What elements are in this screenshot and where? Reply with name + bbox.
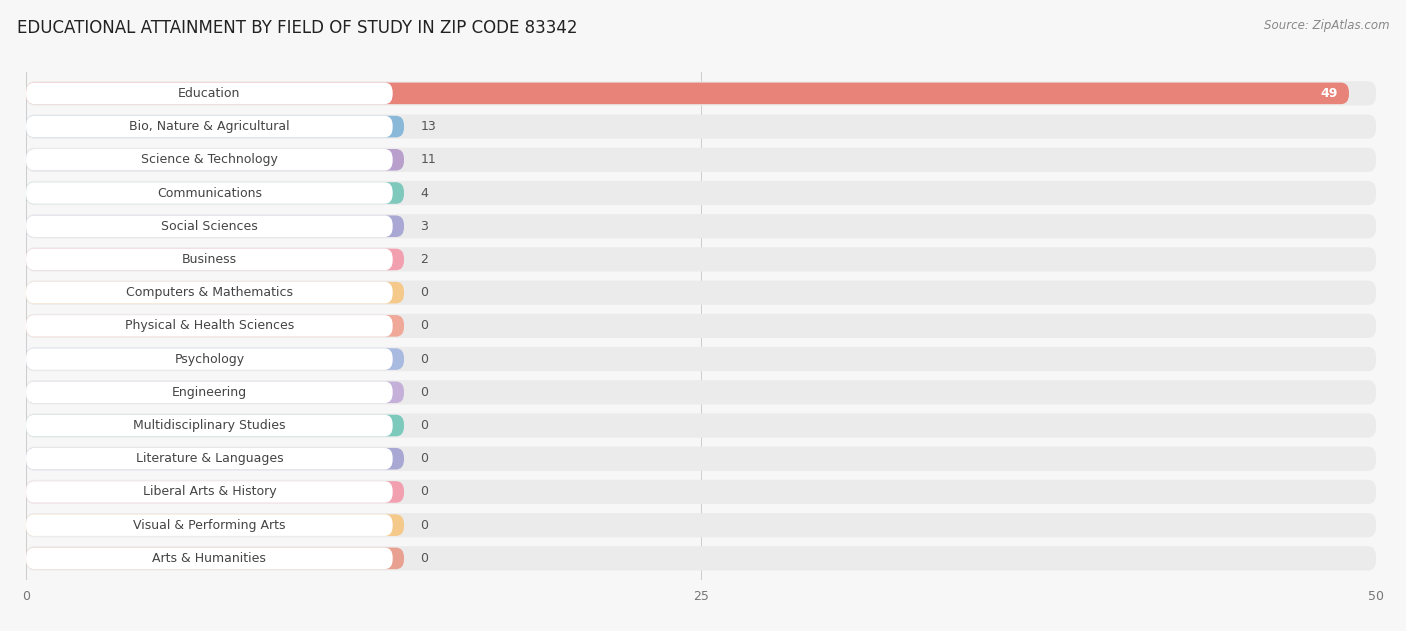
- FancyBboxPatch shape: [27, 181, 1376, 205]
- FancyBboxPatch shape: [27, 382, 404, 403]
- FancyBboxPatch shape: [27, 481, 404, 503]
- Text: Visual & Performing Arts: Visual & Performing Arts: [134, 519, 285, 532]
- Text: Physical & Health Sciences: Physical & Health Sciences: [125, 319, 294, 333]
- FancyBboxPatch shape: [27, 382, 392, 403]
- Text: 0: 0: [420, 286, 429, 299]
- FancyBboxPatch shape: [27, 81, 1376, 105]
- FancyBboxPatch shape: [27, 282, 404, 304]
- FancyBboxPatch shape: [27, 215, 404, 237]
- FancyBboxPatch shape: [27, 514, 404, 536]
- FancyBboxPatch shape: [27, 83, 392, 104]
- FancyBboxPatch shape: [27, 249, 404, 270]
- FancyBboxPatch shape: [27, 247, 1376, 271]
- Text: Bio, Nature & Agricultural: Bio, Nature & Agricultural: [129, 120, 290, 133]
- FancyBboxPatch shape: [27, 513, 1376, 537]
- Text: 0: 0: [420, 519, 429, 532]
- Text: 0: 0: [420, 552, 429, 565]
- FancyBboxPatch shape: [27, 413, 1376, 438]
- FancyBboxPatch shape: [27, 83, 1348, 104]
- Text: Education: Education: [179, 87, 240, 100]
- FancyBboxPatch shape: [27, 448, 392, 469]
- Text: Engineering: Engineering: [172, 386, 247, 399]
- FancyBboxPatch shape: [27, 249, 392, 270]
- FancyBboxPatch shape: [27, 546, 1376, 570]
- FancyBboxPatch shape: [27, 447, 1376, 471]
- Text: 0: 0: [420, 353, 429, 365]
- Text: 2: 2: [420, 253, 427, 266]
- Text: 3: 3: [420, 220, 427, 233]
- FancyBboxPatch shape: [27, 315, 404, 337]
- FancyBboxPatch shape: [27, 149, 404, 170]
- Text: 0: 0: [420, 319, 429, 333]
- Text: 4: 4: [420, 187, 427, 199]
- Text: 11: 11: [420, 153, 436, 167]
- Text: Arts & Humanities: Arts & Humanities: [152, 552, 266, 565]
- FancyBboxPatch shape: [27, 149, 392, 170]
- Text: 13: 13: [420, 120, 436, 133]
- FancyBboxPatch shape: [27, 380, 1376, 404]
- FancyBboxPatch shape: [27, 448, 404, 469]
- FancyBboxPatch shape: [27, 314, 1376, 338]
- FancyBboxPatch shape: [27, 182, 392, 204]
- Text: Science & Technology: Science & Technology: [141, 153, 278, 167]
- Text: EDUCATIONAL ATTAINMENT BY FIELD OF STUDY IN ZIP CODE 83342: EDUCATIONAL ATTAINMENT BY FIELD OF STUDY…: [17, 19, 578, 37]
- FancyBboxPatch shape: [27, 347, 1376, 371]
- Text: Literature & Languages: Literature & Languages: [135, 452, 283, 465]
- FancyBboxPatch shape: [27, 481, 392, 503]
- FancyBboxPatch shape: [27, 281, 1376, 305]
- Text: 0: 0: [420, 386, 429, 399]
- FancyBboxPatch shape: [27, 548, 392, 569]
- Text: 0: 0: [420, 452, 429, 465]
- FancyBboxPatch shape: [27, 480, 1376, 504]
- FancyBboxPatch shape: [27, 415, 404, 436]
- Text: Business: Business: [181, 253, 238, 266]
- Text: Communications: Communications: [157, 187, 262, 199]
- Text: Computers & Mathematics: Computers & Mathematics: [127, 286, 292, 299]
- Text: Social Sciences: Social Sciences: [160, 220, 257, 233]
- FancyBboxPatch shape: [27, 148, 1376, 172]
- FancyBboxPatch shape: [27, 116, 404, 138]
- FancyBboxPatch shape: [27, 415, 392, 436]
- FancyBboxPatch shape: [27, 548, 404, 569]
- Text: Psychology: Psychology: [174, 353, 245, 365]
- FancyBboxPatch shape: [27, 214, 1376, 239]
- FancyBboxPatch shape: [27, 514, 392, 536]
- Text: Multidisciplinary Studies: Multidisciplinary Studies: [134, 419, 285, 432]
- FancyBboxPatch shape: [27, 348, 404, 370]
- Text: Liberal Arts & History: Liberal Arts & History: [142, 485, 276, 498]
- FancyBboxPatch shape: [27, 116, 392, 138]
- Text: Source: ZipAtlas.com: Source: ZipAtlas.com: [1264, 19, 1389, 32]
- FancyBboxPatch shape: [27, 315, 392, 337]
- Text: 0: 0: [420, 485, 429, 498]
- Text: 49: 49: [1320, 87, 1339, 100]
- FancyBboxPatch shape: [27, 215, 392, 237]
- FancyBboxPatch shape: [27, 282, 392, 304]
- FancyBboxPatch shape: [27, 114, 1376, 139]
- FancyBboxPatch shape: [27, 348, 392, 370]
- FancyBboxPatch shape: [27, 182, 404, 204]
- Text: 0: 0: [420, 419, 429, 432]
